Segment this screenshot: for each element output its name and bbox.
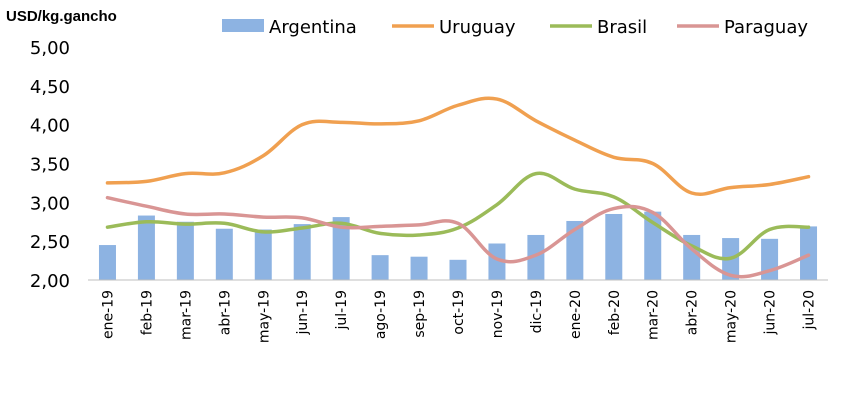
x-tick-label: abr-19: [217, 290, 233, 335]
line-paraguay: [105, 195, 811, 279]
x-tick-label: jul-20: [802, 290, 818, 331]
x-tick-label: feb-20: [607, 290, 623, 335]
x-tick-label: feb-19: [139, 290, 155, 335]
bar-argentina: [449, 259, 467, 280]
legend-swatch-argentina: [222, 19, 264, 32]
x-tick-label: sep-19: [412, 290, 428, 338]
x-tick-label: jun-19: [295, 290, 311, 336]
y-tick-label: 2,50: [30, 232, 70, 253]
bar-argentina: [410, 256, 428, 280]
x-tick-label: jul-19: [334, 290, 350, 331]
x-tick-label: ene-19: [100, 290, 116, 339]
legend-label-paraguay: Paraguay: [724, 17, 808, 38]
x-tick-label: jun-20: [763, 290, 779, 336]
x-tick-label: mar-20: [646, 290, 662, 340]
x-tick-label: may-20: [724, 290, 740, 343]
x-tick-label: dic-19: [529, 290, 545, 333]
bar-argentina: [215, 228, 233, 280]
bar-argentina: [332, 217, 350, 280]
line-uruguay: [105, 96, 811, 196]
bar-argentina: [371, 255, 389, 280]
bar-argentina: [137, 215, 155, 280]
x-tick-label: nov-19: [490, 290, 506, 338]
legend-label-brasil: Brasil: [597, 17, 647, 38]
y-tick-label: 4,00: [30, 116, 70, 137]
y-tick-label: 4,50: [30, 77, 70, 98]
bar-argentina: [488, 243, 506, 280]
bar-argentina: [566, 220, 584, 280]
x-tick-label: ago-19: [373, 290, 389, 339]
bar-argentina: [176, 221, 194, 280]
bar-argentina: [605, 213, 623, 280]
y-tick-label: 5,00: [30, 38, 70, 59]
x-tick-label: ene-20: [568, 290, 584, 339]
x-tick-label: mar-19: [178, 290, 194, 340]
bar-argentina: [800, 226, 818, 280]
legend-label-argentina: Argentina: [269, 17, 357, 38]
bar-argentina: [527, 234, 545, 280]
bar-argentina: [644, 211, 662, 280]
legend-label-uruguay: Uruguay: [439, 17, 516, 38]
line-brasil: [105, 171, 811, 261]
bar-argentina: [254, 229, 272, 280]
argentina-bars: [98, 211, 818, 280]
x-tick-label: may-19: [256, 290, 272, 343]
y-tick-label: 3,00: [30, 193, 70, 214]
x-tick-label: oct-19: [451, 290, 467, 335]
y-tick-labels: 2,00 2,50 3,00 3,50 4,00 4,50 5,00: [30, 38, 70, 292]
bar-argentina: [293, 224, 311, 280]
line-series: [105, 96, 811, 279]
bar-argentina: [98, 245, 116, 280]
x-tick-labels: ene-19 feb-19 mar-19 abr-19 may-19 jun-19 jul-…: [100, 290, 817, 343]
x-tick-label: abr-20: [685, 290, 701, 335]
legend: Argentina Uruguay Brasil Paraguay: [222, 17, 808, 38]
y-axis-title: USD/kg.gancho: [6, 8, 117, 25]
y-tick-label: 2,00: [30, 271, 70, 292]
y-tick-label: 3,50: [30, 155, 70, 176]
